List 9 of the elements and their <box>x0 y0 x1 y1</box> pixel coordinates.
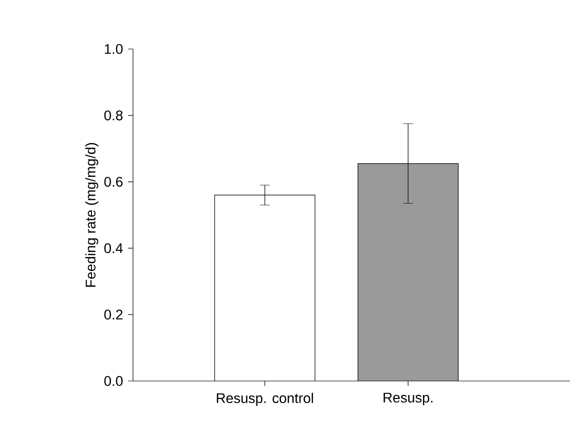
y-tick-label: 0.8 <box>104 110 123 120</box>
y-tick-label: 0.6 <box>104 176 123 187</box>
y-tick-label: 0.2 <box>104 310 122 320</box>
y-axis-title: Feeding rate (mg/mg/d) <box>85 143 98 287</box>
y-tick-label: 0.0 <box>104 376 123 386</box>
y-tick-label: 1.0 <box>104 44 123 54</box>
y-tick-label: 0.4 <box>104 243 123 254</box>
x-tick-label: Resusp. control <box>216 392 313 406</box>
x-tick-label: Resusp. <box>384 392 432 406</box>
